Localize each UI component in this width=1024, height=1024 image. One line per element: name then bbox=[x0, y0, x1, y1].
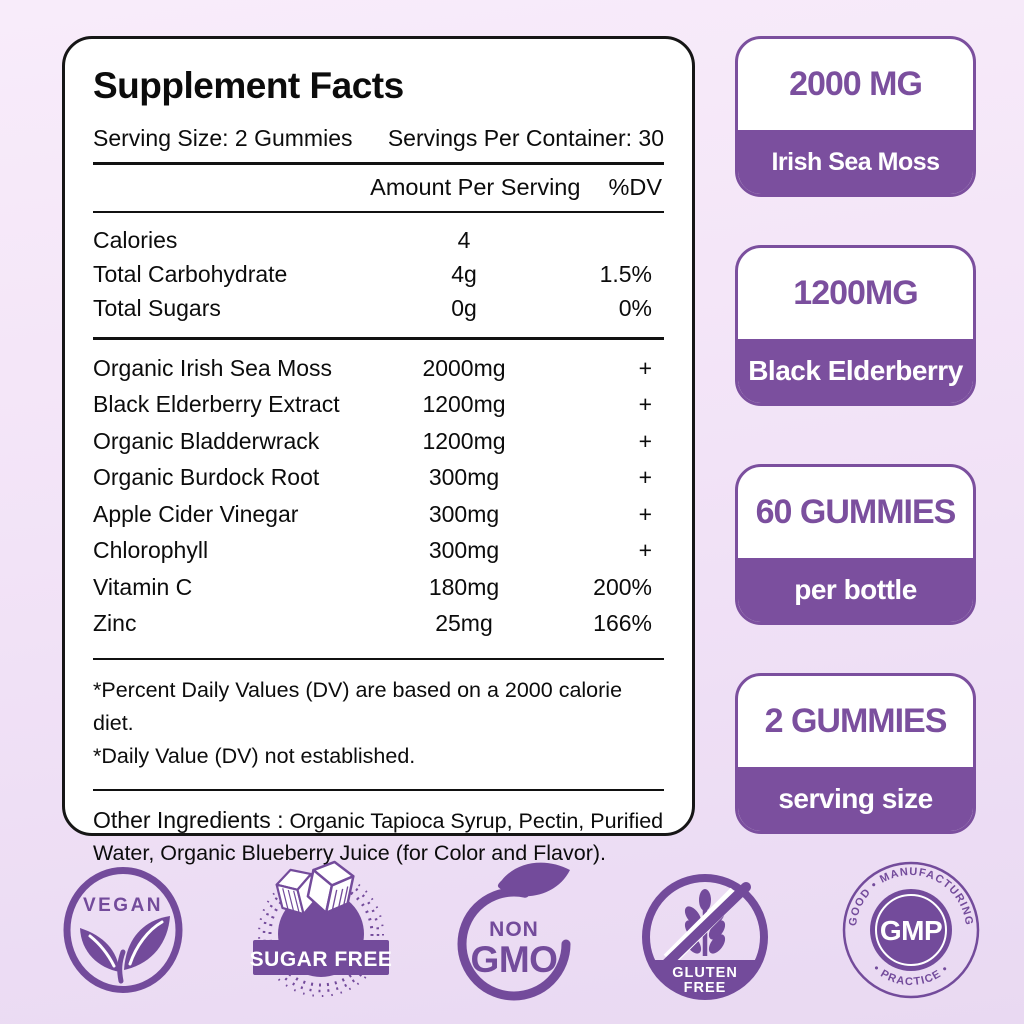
cell-amount: 300mg bbox=[428, 464, 500, 491]
table-row: Total Sugars 0g 0% bbox=[93, 291, 664, 325]
cell-amount: 4 bbox=[457, 226, 471, 253]
vegan-icon: VEGAN bbox=[63, 867, 183, 993]
servings-per-container: Servings Per Container: 30 bbox=[387, 125, 664, 151]
sugar-free-icon: SUGAR FREE bbox=[250, 860, 392, 997]
cell-dv: + bbox=[638, 537, 652, 564]
supplement-facts-panel: Supplement Facts Serving Size: 2 Gummies… bbox=[62, 36, 695, 865]
table-row: Organic Bladderwrack 1200mg + bbox=[93, 423, 664, 460]
badge-label: per bottle bbox=[738, 558, 973, 622]
cell-dv: + bbox=[638, 391, 652, 418]
panel-title: Supplement Facts bbox=[93, 65, 404, 106]
badge-value: 2000 MG bbox=[789, 65, 923, 103]
other-ingredients-text: Organic Tapioca Syrup, Pectin, Purified … bbox=[93, 809, 664, 865]
gluten-free-line1: GLUTEN bbox=[672, 965, 738, 981]
badge-label: Irish Sea Moss bbox=[738, 130, 973, 194]
feature-badge-irish-sea-moss: 2000 MG Irish Sea Moss bbox=[735, 36, 976, 197]
cell-name: Black Elderberry Extract bbox=[93, 391, 340, 418]
table-row: Vitamin C 180mg 200% bbox=[93, 569, 664, 606]
cell-amount: 0g bbox=[451, 294, 477, 321]
sugar-cube-icon bbox=[306, 860, 355, 915]
cell-name: Total Sugars bbox=[93, 294, 221, 321]
dv-header: %DV bbox=[608, 174, 662, 200]
cell-amount: 2000mg bbox=[422, 354, 506, 381]
vegan-label: VEGAN bbox=[83, 895, 163, 916]
table-row: Total Carbohydrate 4g 1.5% bbox=[93, 257, 664, 291]
amount-per-serving-header: Amount Per Serving bbox=[370, 174, 581, 200]
cell-dv: + bbox=[638, 464, 652, 491]
badge-label: serving size bbox=[738, 767, 973, 831]
nutrition-rows: Calories 4 Total Carbohydrate 4g 1.5% Total S… bbox=[93, 213, 664, 340]
footnote-line: *Percent Daily Values (DV) are based on … bbox=[93, 678, 623, 735]
feature-badge-serving-size: 2 GUMMIES serving size bbox=[735, 673, 976, 834]
cell-amount: 300mg bbox=[428, 537, 500, 564]
cell-dv: + bbox=[638, 427, 652, 454]
cell-dv: 200% bbox=[593, 573, 652, 600]
table-row: Apple Cider Vinegar 300mg + bbox=[93, 496, 664, 533]
ingredient-rows: Organic Irish Sea Moss 2000mg + Black Elder… bbox=[93, 340, 664, 660]
feature-badge-black-elderberry: 1200MG Black Elderberry bbox=[735, 245, 976, 406]
cell-name: Zinc bbox=[93, 610, 137, 637]
cell-amount: 1200mg bbox=[422, 427, 506, 454]
cell-dv: + bbox=[638, 500, 652, 527]
cell-name: Organic Bladderwrack bbox=[93, 427, 320, 454]
cell-name: Total Carbohydrate bbox=[93, 260, 288, 287]
cell-name: Vitamin C bbox=[93, 573, 193, 600]
cell-dv: + bbox=[638, 354, 652, 381]
gluten-free-icon: GLUTEN FREE bbox=[642, 874, 768, 1000]
non-gmo-line1: NON bbox=[489, 918, 539, 941]
table-row: Organic Irish Sea Moss 2000mg + bbox=[93, 350, 664, 387]
table-row: Black Elderberry Extract 1200mg + bbox=[93, 387, 664, 424]
cell-amount: 180mg bbox=[428, 573, 500, 600]
footnotes: *Percent Daily Values (DV) are based on … bbox=[93, 660, 664, 791]
cell-name: Apple Cider Vinegar bbox=[93, 500, 299, 527]
other-ingredients-label: Other Ingredients : bbox=[93, 807, 284, 833]
cell-amount: 300mg bbox=[428, 500, 500, 527]
cell-dv: 0% bbox=[618, 294, 652, 321]
cell-name: Organic Burdock Root bbox=[93, 464, 320, 491]
footnote-line: *Daily Value (DV) not established. bbox=[93, 744, 416, 768]
serving-size: Serving Size: 2 Gummies bbox=[93, 125, 353, 151]
badge-label: Black Elderberry bbox=[738, 339, 973, 403]
table-row: Organic Burdock Root 300mg + bbox=[93, 460, 664, 497]
cell-amount: 25mg bbox=[435, 610, 493, 637]
table-row: Calories 4 bbox=[93, 223, 664, 257]
table-row: Zinc 25mg 166% bbox=[93, 606, 664, 643]
cell-name: Organic Irish Sea Moss bbox=[93, 354, 333, 381]
gluten-free-line2: FREE bbox=[684, 980, 727, 996]
serving-row: Serving Size: 2 Gummies Servings Per Con… bbox=[93, 125, 664, 165]
non-gmo-line2: GMO bbox=[471, 939, 558, 980]
cell-dv: 1.5% bbox=[599, 260, 652, 287]
gmp-center-text: GMP bbox=[880, 915, 942, 946]
cell-dv: 166% bbox=[593, 610, 652, 637]
other-ingredients: Other Ingredients : Organic Tapioca Syru… bbox=[93, 791, 664, 869]
badge-value: 2 GUMMIES bbox=[764, 702, 948, 740]
table-row: Chlorophyll 300mg + bbox=[93, 533, 664, 570]
badge-value: 60 GUMMIES bbox=[755, 493, 957, 531]
cell-amount: 1200mg bbox=[422, 391, 506, 418]
cell-name: Chlorophyll bbox=[93, 537, 209, 564]
badge-value: 1200MG bbox=[793, 274, 918, 312]
feature-badge-per-bottle: 60 GUMMIES per bottle bbox=[735, 464, 976, 625]
cell-name: Calories bbox=[93, 226, 178, 253]
column-headers: Amount Per Serving %DV bbox=[93, 165, 664, 213]
non-gmo-icon: NON GMO bbox=[457, 862, 571, 1001]
cell-amount: 4g bbox=[451, 260, 477, 287]
sugar-free-label: SUGAR FREE bbox=[250, 948, 392, 971]
gmp-icon: GOOD • MANUFACTURING • PRACTICE • GMP bbox=[842, 861, 980, 999]
